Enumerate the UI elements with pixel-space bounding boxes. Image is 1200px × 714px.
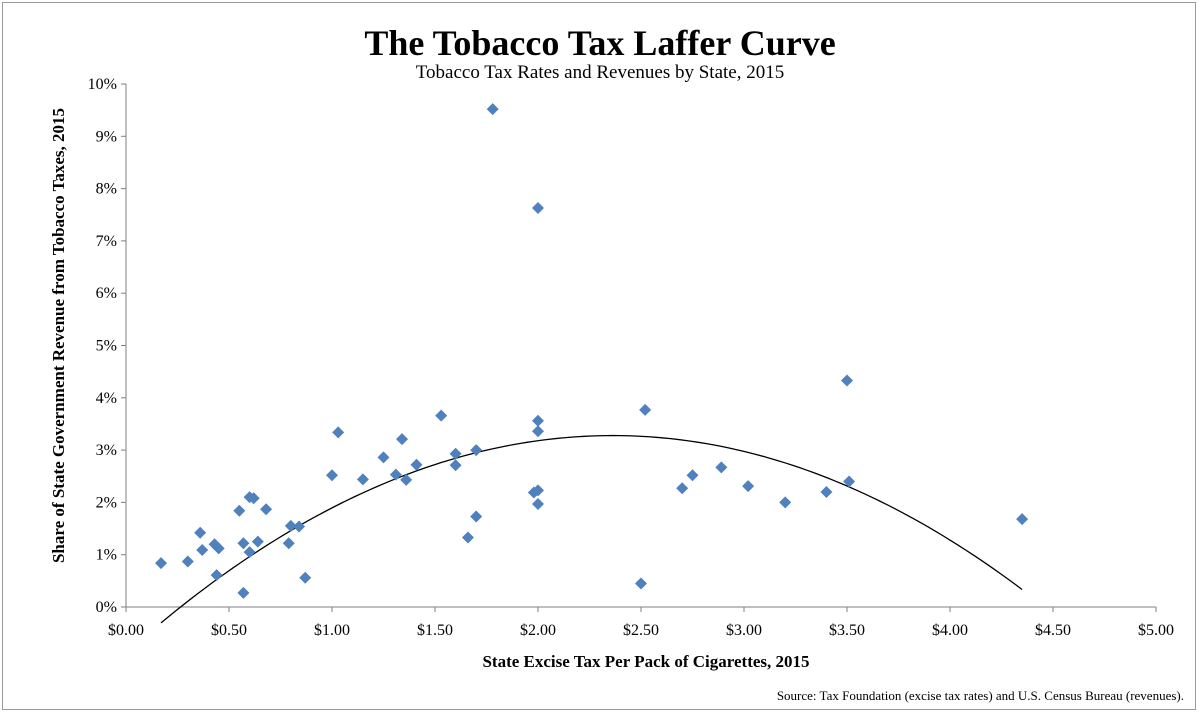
y-tick-label: 6% — [96, 285, 117, 302]
axes: 0% 1% 2% 3% 4% 5% 6% 7% 8% 9% 10% $0.00 $0.50 $1.00 $1… — [88, 76, 1174, 639]
x-tick-label: $2.50 — [623, 622, 659, 639]
x-tick-label: $0.50 — [211, 622, 247, 639]
data-point — [237, 586, 250, 599]
data-point — [377, 451, 390, 464]
data-point — [233, 504, 246, 517]
trendline-path — [160, 434, 1023, 624]
data-point — [470, 444, 483, 457]
data-point — [486, 103, 499, 116]
data-point — [532, 201, 544, 214]
y-axis-title: Share of State Government Revenue from T… — [49, 108, 68, 563]
data-point — [332, 426, 345, 439]
data-point — [260, 503, 273, 516]
data-point — [639, 403, 652, 416]
data-point — [389, 468, 402, 481]
data-point — [461, 531, 474, 544]
data-point — [470, 510, 483, 523]
data-point — [676, 482, 689, 495]
y-tick-label: 4% — [96, 390, 117, 407]
data-point — [194, 526, 207, 539]
data-point — [742, 480, 755, 493]
data-point — [181, 555, 194, 568]
y-tick-label: 5% — [96, 338, 117, 355]
data-point — [282, 537, 295, 550]
x-tick-label: $4.50 — [1035, 622, 1071, 639]
x-tick-label: $4.00 — [932, 622, 968, 639]
data-point — [532, 484, 544, 497]
data-point — [410, 458, 423, 471]
x-tick-label: $5.00 — [1138, 622, 1174, 639]
y-tick-label: 3% — [96, 442, 117, 459]
data-point — [635, 577, 647, 590]
data-point — [247, 492, 260, 505]
data-point — [155, 557, 168, 570]
data-point — [449, 447, 462, 460]
data-point — [449, 459, 462, 472]
data-point — [715, 461, 728, 474]
data-point — [251, 535, 264, 548]
chart-subtitle: Tobacco Tax Rates and Revenues by State,… — [415, 62, 785, 83]
data-point — [299, 571, 312, 584]
trendline — [160, 434, 1023, 624]
y-tick-label: 9% — [96, 128, 117, 145]
data-point — [396, 433, 409, 446]
data-point — [196, 543, 209, 556]
data-point — [820, 485, 833, 498]
x-axis-title: State Excise Tax Per Pack of Cigarettes,… — [482, 652, 809, 671]
x-tick-label: $1.50 — [417, 622, 453, 639]
x-tick-label: $0.00 — [108, 622, 144, 639]
x-tick-label: $1.00 — [314, 622, 350, 639]
y-tick-label: 7% — [96, 233, 117, 250]
data-point — [212, 542, 225, 555]
data-point — [1016, 513, 1029, 526]
y-tick-label: 2% — [96, 494, 117, 511]
data-point — [293, 520, 306, 533]
data-point — [435, 409, 448, 422]
x-tick-label: $3.00 — [726, 622, 762, 639]
data-point — [237, 537, 250, 550]
data-points — [155, 103, 1029, 599]
y-tick-label: 0% — [96, 599, 117, 616]
data-point — [532, 497, 544, 510]
data-point — [841, 374, 853, 387]
chart-title: The Tobacco Tax Laffer Curve — [364, 23, 836, 63]
data-point — [400, 473, 413, 486]
data-point — [326, 469, 338, 482]
x-tick-label: $3.50 — [829, 622, 865, 639]
data-point — [532, 425, 544, 438]
source-note: Source: Tax Foundation (excise tax rates… — [776, 688, 1184, 703]
data-point — [843, 475, 856, 488]
y-tick-label: 10% — [88, 76, 117, 93]
x-tick-label: $2.00 — [520, 622, 556, 639]
data-point — [532, 414, 544, 427]
data-point — [779, 496, 792, 509]
data-point — [356, 473, 369, 486]
data-point — [243, 546, 256, 559]
data-point — [210, 569, 223, 582]
y-tick-label: 8% — [96, 181, 117, 198]
y-tick-label: 1% — [96, 547, 117, 564]
data-point — [686, 469, 699, 482]
data-point — [284, 519, 297, 532]
